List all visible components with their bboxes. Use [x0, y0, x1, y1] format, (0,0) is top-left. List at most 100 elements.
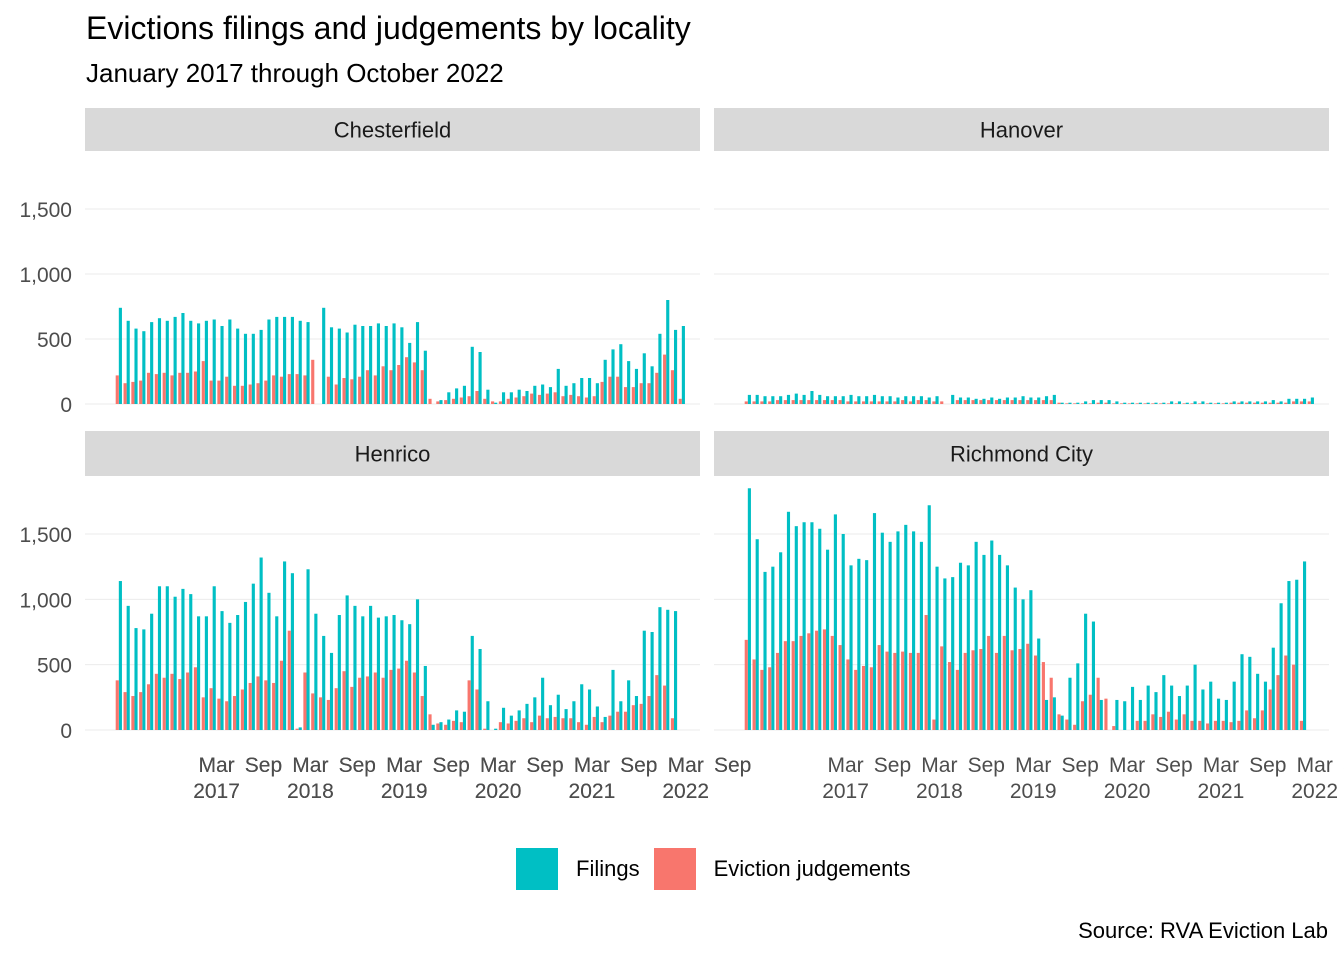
bar-judgements [334, 384, 338, 404]
bar-judgements [994, 652, 999, 730]
bar-filings [251, 583, 255, 730]
bar-filings [872, 513, 877, 730]
bar-filings [1044, 699, 1049, 730]
bar-judgements [522, 718, 526, 730]
bar-filings [251, 333, 255, 404]
bar-filings [204, 320, 208, 404]
bar-judgements [1096, 677, 1100, 730]
bar-judgements [1120, 403, 1124, 404]
bar-judgements [600, 381, 604, 404]
bar-filings [666, 300, 670, 404]
bar-judgements [1182, 403, 1186, 404]
bar-filings [1177, 401, 1182, 404]
bar-judgements [569, 718, 573, 730]
bar-judgements [444, 724, 448, 730]
bar-filings [857, 396, 861, 404]
bar-filings [290, 573, 294, 730]
bar-judgements [987, 400, 991, 404]
bar-judgements [170, 673, 174, 730]
y-tick-label: 0 [60, 720, 72, 743]
bar-filings [564, 709, 568, 730]
x-tick-label: 2021 [1198, 780, 1245, 803]
bar-filings [298, 320, 302, 404]
bar-filings [1115, 699, 1119, 730]
bar-judgements [279, 660, 284, 730]
bar-judgements [1221, 720, 1225, 730]
bar-judgements [381, 366, 385, 404]
x-tick-label: 2020 [475, 780, 522, 803]
bar-judgements [760, 669, 764, 730]
bar-judgements [631, 705, 635, 730]
bar-filings [904, 396, 908, 404]
bar-judgements [193, 371, 198, 404]
x-tick-label: 2018 [287, 780, 334, 803]
x-tick-label: 2022 [662, 780, 709, 803]
bar-judgements [459, 397, 463, 404]
bar-judgements [908, 652, 913, 730]
bar-filings [1209, 402, 1213, 404]
bar-filings [1185, 685, 1189, 730]
bar-judgements [885, 651, 889, 730]
x-tick-label: 2017 [193, 780, 240, 803]
bar-filings [763, 396, 767, 404]
bar-judgements [869, 667, 873, 730]
bar-judgements [350, 686, 354, 730]
bar-judgements [775, 652, 780, 730]
bar-judgements [901, 400, 905, 404]
bar-filings [181, 313, 185, 404]
bar-filings [275, 616, 279, 730]
bar-filings [1013, 397, 1017, 404]
bar-judgements [1307, 401, 1311, 404]
bar-filings [236, 328, 240, 404]
bar-judgements [1245, 402, 1249, 404]
bar-judgements [1292, 664, 1296, 730]
bar-filings [779, 396, 783, 404]
bar-filings [611, 669, 615, 730]
bar-filings [548, 387, 553, 404]
bar-filings [1052, 697, 1056, 730]
bar-judgements [506, 723, 510, 730]
bar-filings [283, 561, 287, 730]
bar-judgements [932, 719, 936, 730]
bar-filings [361, 616, 365, 730]
bar-judgements [491, 401, 495, 404]
bar-filings [1303, 561, 1307, 730]
x-tick-label: 2022 [662, 780, 709, 803]
bar-judgements [373, 672, 377, 730]
bar-judgements [1143, 403, 1147, 404]
bar-filings [165, 320, 169, 404]
bar-filings [951, 577, 955, 730]
bar-judgements [947, 662, 952, 730]
facet-strip [85, 108, 700, 151]
x-tick-label: Mar [1297, 754, 1333, 777]
bar-filings [841, 396, 845, 404]
bar-filings [927, 505, 931, 730]
bar-judgements [186, 372, 190, 404]
bar-filings [369, 326, 373, 404]
x-tick-label: Mar [292, 754, 328, 777]
bar-filings [857, 558, 861, 730]
bar-judgements [1166, 711, 1171, 730]
bar-judgements [1143, 720, 1147, 730]
bar-judgements [822, 629, 827, 730]
bar-filings [142, 629, 146, 730]
bar-judgements [1260, 402, 1264, 404]
x-tick-label: Sep [1249, 754, 1286, 777]
bar-judgements [608, 715, 612, 730]
bar-judgements [217, 380, 221, 404]
bar-judgements [600, 722, 604, 730]
bar-filings [1201, 401, 1205, 404]
bar-filings [384, 616, 388, 730]
bar-judgements [783, 400, 787, 404]
legend-label-judgements: Eviction judgements [713, 856, 911, 881]
bar-filings [283, 316, 287, 404]
bar-judgements [807, 633, 811, 730]
bar-filings [1240, 654, 1244, 730]
bar-judgements [264, 380, 268, 404]
bar-filings [243, 601, 248, 730]
bar-filings [501, 392, 506, 404]
bar-filings [1263, 401, 1268, 404]
bar-filings [587, 689, 592, 730]
bar-judgements [623, 711, 628, 730]
bar-judgements [326, 699, 330, 730]
